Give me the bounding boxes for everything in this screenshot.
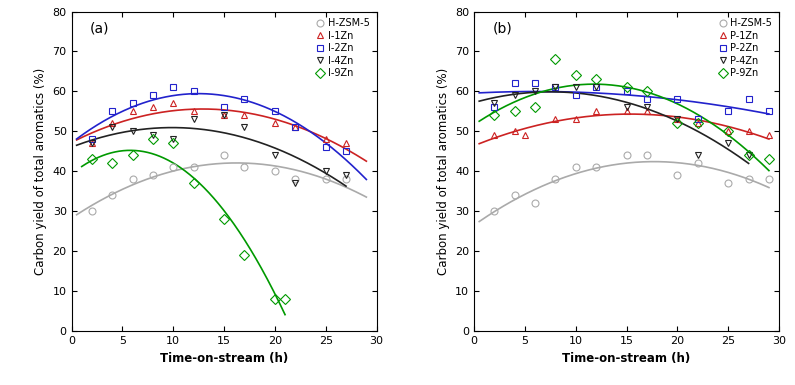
Legend: H-ZSM-5, P-1Zn, P-2Zn, P-4Zn, P-9Zn: H-ZSM-5, P-1Zn, P-2Zn, P-4Zn, P-9Zn [716,17,774,80]
Text: (b): (b) [492,21,512,35]
Y-axis label: Carbon yield of total aromatics (%): Carbon yield of total aromatics (%) [34,68,47,275]
X-axis label: Time-on-stream (h): Time-on-stream (h) [160,352,288,365]
Y-axis label: Carbon yield of total aromatics (%): Carbon yield of total aromatics (%) [436,68,450,275]
Legend: H-ZSM-5, I-1Zn, I-2Zn, I-4Zn, I-9Zn: H-ZSM-5, I-1Zn, I-2Zn, I-4Zn, I-9Zn [313,17,372,80]
X-axis label: Time-on-stream (h): Time-on-stream (h) [563,352,691,365]
Text: (a): (a) [90,21,110,35]
